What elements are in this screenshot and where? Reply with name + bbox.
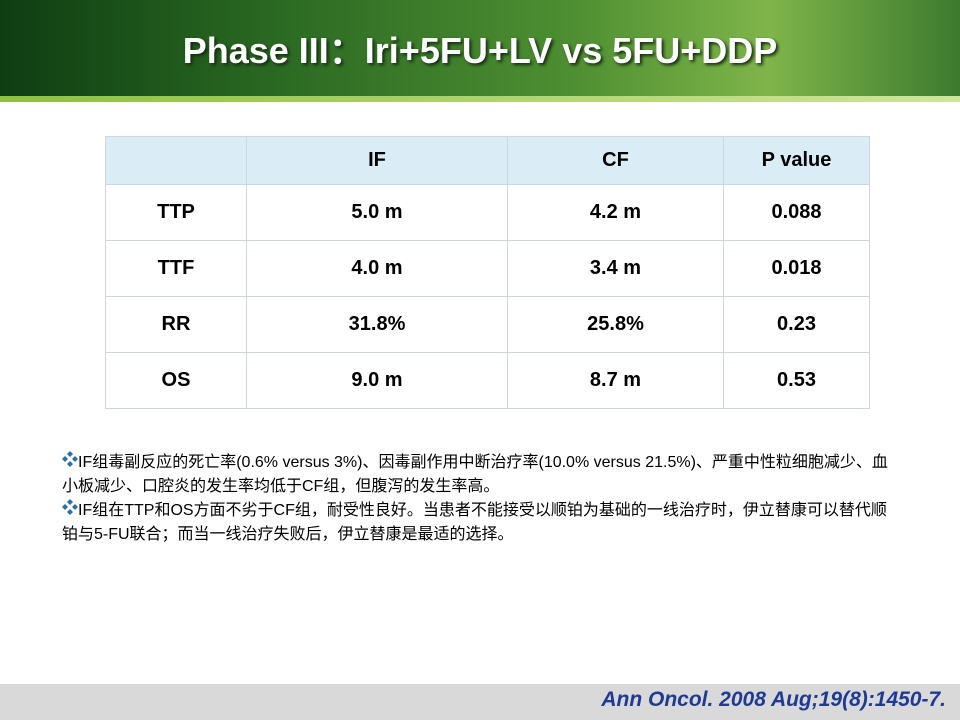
header-row: IF CF P value xyxy=(105,136,870,185)
table-cell: 8.7 m xyxy=(507,352,724,409)
row-label: TTF xyxy=(105,240,247,297)
bullet-icon xyxy=(62,451,78,467)
results-table: IF CF P value TTP 5.0 m 4.2 m 0.088 TTF 4.0 m 3.4… xyxy=(105,136,870,409)
table-row: TTP 5.0 m 4.2 m 0.088 xyxy=(105,184,870,241)
title: Phase III：Iri+5FU+LV vs 5FU+DDP xyxy=(182,30,778,71)
bullet-text: IF组在TTP和OS方面不劣于CF组，耐受性良好。当患者不能接受以顺铂为基础的一… xyxy=(62,502,887,543)
table-cell: 0.53 xyxy=(723,352,870,409)
corner-cell xyxy=(105,136,247,185)
table-cell: 4.2 m xyxy=(507,184,724,241)
table-cell: 4.0 m xyxy=(246,240,508,297)
table-cell: 5.0 m xyxy=(246,184,508,241)
header-rule xyxy=(0,96,960,102)
table-cell: 0.23 xyxy=(723,296,870,353)
table-row: TTF 4.0 m 3.4 m 0.018 xyxy=(105,240,870,297)
table-cell: 0.088 xyxy=(723,184,870,241)
footer-band xyxy=(0,684,960,720)
header-band xyxy=(0,0,960,96)
column-header: IF xyxy=(246,136,508,185)
row-label: TTP xyxy=(105,184,247,241)
table-row: OS 9.0 m 8.7 m 0.53 xyxy=(105,352,870,409)
bullet-icon xyxy=(62,499,78,515)
bullet-text: IF组毒副反应的死亡率(0.6% versus 3%)、因毒副作用中断治疗率(1… xyxy=(62,454,888,495)
citation: Ann Oncol. 2008 Aug;19(8):1450-7. xyxy=(601,688,946,711)
row-label: OS xyxy=(105,352,247,409)
table-row: RR 31.8% 25.8% 0.23 xyxy=(105,296,870,353)
table-cell: 31.8% xyxy=(246,296,508,353)
table-cell: 25.8% xyxy=(507,296,724,353)
table-cell: 9.0 m xyxy=(246,352,508,409)
table-cell: 3.4 m xyxy=(507,240,724,297)
row-label: RR xyxy=(105,296,247,353)
table-cell: 0.018 xyxy=(723,240,870,297)
column-header: CF xyxy=(507,136,724,185)
bullet: IF组在TTP和OS方面不劣于CF组，耐受性良好。当患者不能接受以顺铂为基础的一… xyxy=(62,496,892,544)
bullet: IF组毒副反应的死亡率(0.6% versus 3%)、因毒副作用中断治疗率(1… xyxy=(62,448,892,496)
bullet-list: IF组毒副反应的死亡率(0.6% versus 3%)、因毒副作用中断治疗率(1… xyxy=(62,448,892,544)
column-header: P value xyxy=(723,136,870,185)
